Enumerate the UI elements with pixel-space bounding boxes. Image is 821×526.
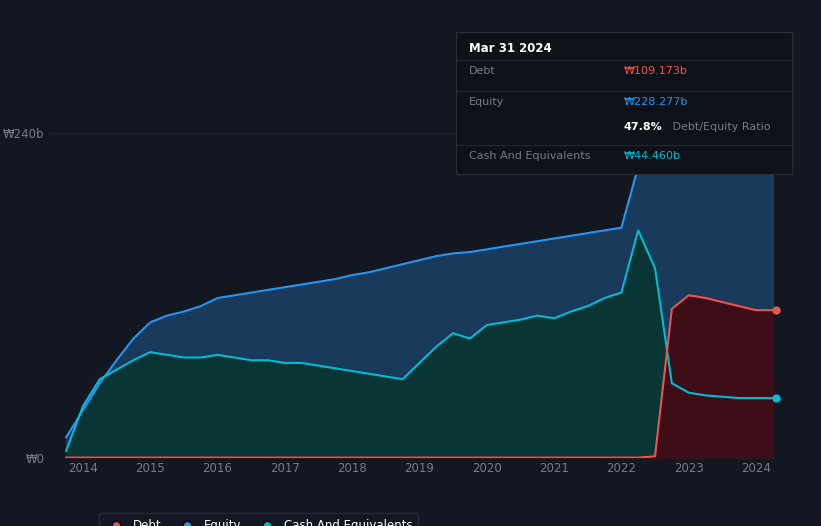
Text: ₩44.460b: ₩44.460b bbox=[624, 151, 681, 161]
Text: 47.8%: 47.8% bbox=[624, 123, 663, 133]
Text: ₩228.277b: ₩228.277b bbox=[624, 97, 688, 107]
Legend: Debt, Equity, Cash And Equivalents: Debt, Equity, Cash And Equivalents bbox=[99, 513, 419, 526]
Text: Debt/Equity Ratio: Debt/Equity Ratio bbox=[669, 123, 771, 133]
Text: Cash And Equivalents: Cash And Equivalents bbox=[469, 151, 590, 161]
Text: Mar 31 2024: Mar 31 2024 bbox=[469, 42, 552, 55]
Text: Equity: Equity bbox=[469, 97, 504, 107]
Text: Debt: Debt bbox=[469, 66, 496, 76]
Text: ₩109.173b: ₩109.173b bbox=[624, 66, 688, 76]
